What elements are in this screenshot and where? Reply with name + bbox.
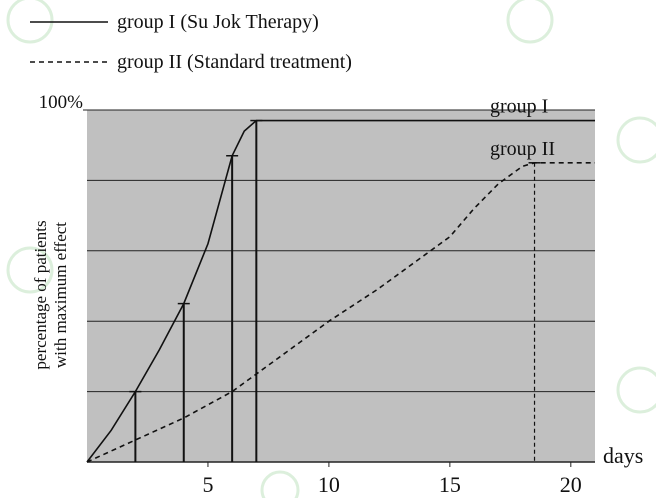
series-label: group I xyxy=(490,96,548,118)
series-label: group II xyxy=(490,138,555,160)
x-tick-label: 10 xyxy=(318,472,340,497)
series-line xyxy=(86,119,595,463)
series-line xyxy=(86,162,595,463)
y-tick-label: 100% xyxy=(39,92,84,113)
x-axis-label: days xyxy=(603,443,643,468)
x-tick-label: 15 xyxy=(439,472,461,497)
legend-label: group II (Standard treatment) xyxy=(117,51,352,73)
legend-label: group I (Su Jok Therapy) xyxy=(117,11,319,33)
plot-background xyxy=(87,110,595,462)
y-axis-label: with maximum effect xyxy=(51,222,70,368)
y-axis-label: percentage of patients xyxy=(31,220,50,369)
x-tick-label: 20 xyxy=(560,472,582,497)
x-tick-label: 5 xyxy=(202,472,213,497)
watermark xyxy=(6,0,656,498)
